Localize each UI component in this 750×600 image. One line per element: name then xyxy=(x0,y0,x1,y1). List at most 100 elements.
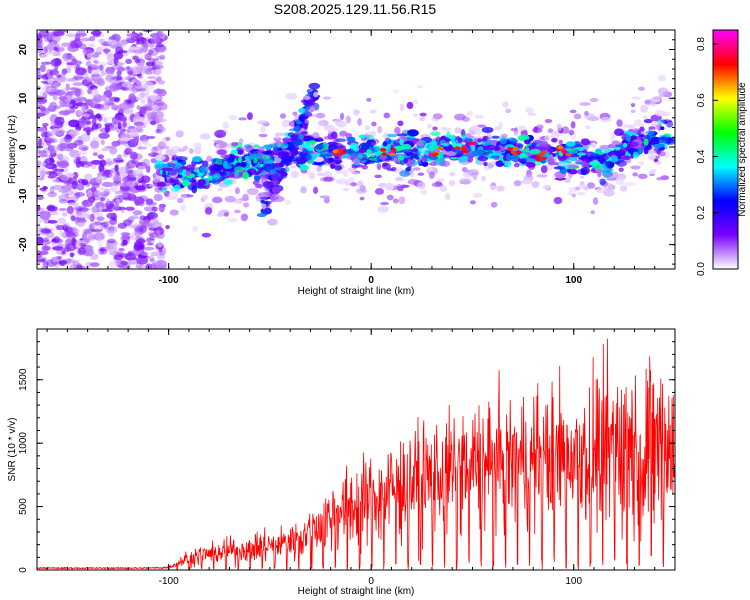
heatmap-cell xyxy=(112,34,117,41)
heatmap-cell xyxy=(143,40,149,46)
heatmap-cell xyxy=(397,185,404,192)
heatmap-cell xyxy=(69,195,79,203)
heatmap-cell xyxy=(333,159,343,164)
heatmap-cell xyxy=(147,58,160,62)
heatmap-cell xyxy=(133,121,144,127)
heatmap-cell xyxy=(98,163,105,173)
heatmap-cell xyxy=(56,224,64,231)
heatmap-cell xyxy=(174,162,181,169)
heatmap-cell xyxy=(148,231,154,238)
heatmap-cell xyxy=(61,249,66,255)
heatmap-cell xyxy=(103,71,116,77)
heatmap-cell xyxy=(75,128,81,136)
heatmap-cell xyxy=(280,167,286,172)
heatmap-cell xyxy=(630,102,636,108)
heatmap-cell xyxy=(655,109,666,117)
heatmap-cell xyxy=(435,136,441,143)
heatmap-cell xyxy=(70,87,82,92)
heatmap-cell xyxy=(632,128,639,135)
heatmap-cell xyxy=(72,260,79,266)
heatmap-cell xyxy=(512,146,519,150)
heatmap-cell xyxy=(131,215,139,220)
heatmap-cell xyxy=(100,139,105,146)
heatmap-cell xyxy=(289,136,298,142)
heatmap-cell xyxy=(145,61,155,67)
heatmap-cell xyxy=(76,183,85,191)
heatmap-cell xyxy=(142,45,149,53)
heatmap-cell xyxy=(83,72,89,80)
heatmap-cell xyxy=(282,137,291,142)
heatmap-cell xyxy=(154,154,166,161)
heatmap-cell xyxy=(156,254,166,260)
heatmap-cell xyxy=(101,223,109,230)
heatmap-cell xyxy=(243,202,250,208)
heatmap-cell xyxy=(98,38,106,44)
heatmap-cell xyxy=(573,113,582,120)
heatmap-cell xyxy=(368,134,374,140)
heatmap-cell xyxy=(53,61,59,71)
heatmap-cell xyxy=(62,184,73,192)
heatmap-cell xyxy=(600,167,612,174)
heatmap-cell xyxy=(477,138,482,143)
heatmap-cell xyxy=(69,252,74,258)
heatmap-cell xyxy=(74,264,85,269)
heatmap-cell xyxy=(366,97,372,102)
heatmap-cell xyxy=(140,225,147,234)
heatmap-cell xyxy=(117,122,122,130)
heatmap-cell xyxy=(359,184,366,192)
heatmap-cell xyxy=(402,149,413,153)
heatmap-cell xyxy=(571,193,576,198)
heatmap-cell xyxy=(155,129,162,134)
heatmap-cell xyxy=(105,157,113,167)
heatmap-cell xyxy=(231,142,239,147)
heatmap-cell xyxy=(302,100,310,106)
heatmap-cell xyxy=(405,167,411,172)
heatmap-cell xyxy=(243,144,252,149)
heatmap-cell xyxy=(615,144,624,148)
heatmap-cell xyxy=(371,121,377,127)
heatmap-cell xyxy=(374,174,382,179)
heatmap-cell xyxy=(575,186,581,190)
heatmap-cell xyxy=(432,126,438,131)
heatmap-cell xyxy=(128,234,135,239)
heatmap-cell xyxy=(260,199,265,204)
heatmap-cell xyxy=(656,148,662,155)
heatmap-cell xyxy=(586,182,596,189)
heatmap-cell xyxy=(246,188,259,196)
heatmap-cell xyxy=(461,149,468,154)
heatmap-cell xyxy=(52,93,58,101)
heatmap-cell xyxy=(143,219,150,223)
heatmap-cell xyxy=(42,186,48,190)
heatmap-cell xyxy=(49,173,56,179)
heatmap-cell xyxy=(655,124,661,131)
heatmap-cell xyxy=(37,161,40,170)
heatmap-cell xyxy=(579,175,585,179)
heatmap-cell xyxy=(158,30,166,39)
heatmap-cell xyxy=(632,172,639,177)
heatmap-cell xyxy=(56,41,63,49)
heatmap-cell xyxy=(304,109,309,117)
heatmap-cell xyxy=(540,150,547,154)
heatmap-cell xyxy=(538,140,549,147)
heatmap-cell xyxy=(133,196,145,205)
heatmap-cell xyxy=(431,182,444,188)
heatmap-cell xyxy=(43,246,52,251)
heatmap-cell xyxy=(201,232,212,238)
heatmap-cell xyxy=(191,185,198,194)
heatmap-cell xyxy=(121,81,133,88)
heatmap-cell xyxy=(102,202,111,209)
heatmap-cell xyxy=(634,119,642,123)
heatmap-cell xyxy=(72,76,85,80)
heatmap-cell xyxy=(212,173,221,180)
heatmap-cell xyxy=(47,219,58,224)
heatmap-cell xyxy=(165,195,178,201)
heatmap-cell xyxy=(414,156,420,160)
heatmap-cell xyxy=(132,55,139,61)
heatmap-cell xyxy=(49,69,60,76)
heatmap-cell xyxy=(81,199,94,208)
heatmap-cell xyxy=(567,164,580,169)
heatmap-cell xyxy=(632,122,645,127)
heatmap-cell xyxy=(144,52,152,61)
heatmap-cell xyxy=(381,162,392,170)
heatmap-cell xyxy=(505,153,511,161)
